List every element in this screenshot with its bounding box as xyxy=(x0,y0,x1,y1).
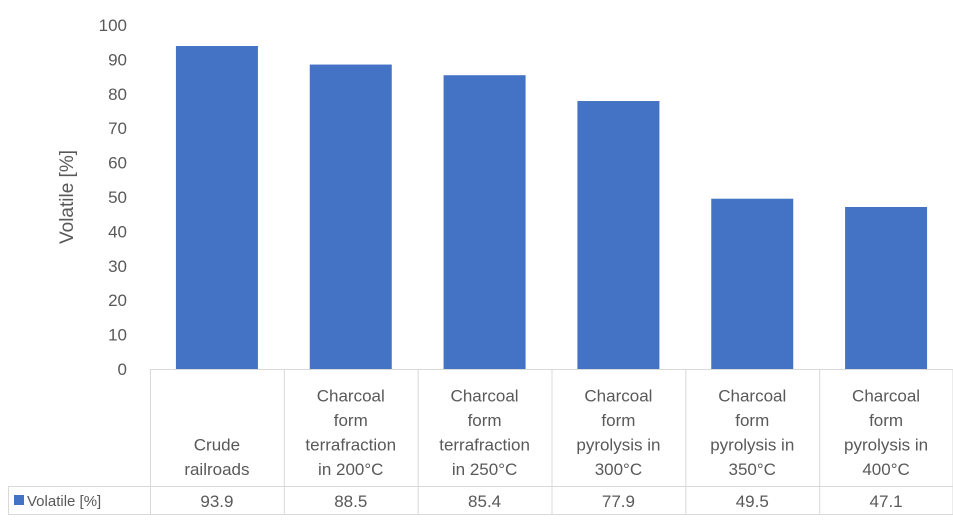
data-value-label: 88.5 xyxy=(334,492,367,511)
bar xyxy=(175,45,258,369)
y-tick-label: 50 xyxy=(108,188,127,207)
category-labels: Crude railroads Charcoal form terrafraction i… xyxy=(184,387,928,480)
category-label: railroads xyxy=(184,460,249,479)
category-label: form xyxy=(869,411,903,430)
bar xyxy=(845,206,928,369)
y-axis-ticks: 0 10 20 30 40 50 60 70 80 90 100 xyxy=(99,16,127,379)
data-value-label: 49.5 xyxy=(736,492,769,511)
data-value-label: 85.4 xyxy=(468,492,501,511)
y-tick-label: 100 xyxy=(99,16,127,35)
bar xyxy=(309,64,392,369)
category-label: in 200°C xyxy=(318,460,383,479)
y-tick-label: 80 xyxy=(108,85,127,104)
y-tick-label: 70 xyxy=(108,119,127,138)
data-value-label: 47.1 xyxy=(870,492,903,511)
category-label: Charcoal xyxy=(718,387,786,406)
y-tick-label: 0 xyxy=(118,360,127,379)
y-tick-label: 60 xyxy=(108,154,127,173)
category-label: Crude xyxy=(194,436,240,455)
category-label: Charcoal xyxy=(317,387,385,406)
category-label: form xyxy=(468,411,502,430)
data-value-label: 93.9 xyxy=(200,492,233,511)
bar xyxy=(711,198,794,369)
bar xyxy=(577,101,660,370)
category-label: pyrolysis in xyxy=(844,436,928,455)
y-axis-title: Volatile [%] xyxy=(57,150,78,244)
y-axis-title-group: Volatile [%] xyxy=(57,150,78,244)
category-label: 300°C xyxy=(595,460,642,479)
y-tick-label: 40 xyxy=(108,222,127,241)
category-label: form xyxy=(334,411,368,430)
data-table-legend-row: Volatile [%] xyxy=(14,493,101,510)
bar xyxy=(443,75,526,369)
category-label: terrafraction xyxy=(439,436,530,455)
category-label: in 250°C xyxy=(452,460,517,479)
category-label: 350°C xyxy=(729,460,776,479)
legend-label: Volatile [%] xyxy=(27,493,101,510)
y-tick-label: 20 xyxy=(108,291,127,310)
legend-swatch xyxy=(14,495,24,505)
category-label: pyrolysis in xyxy=(576,436,660,455)
category-label: Charcoal xyxy=(451,387,519,406)
category-label: 400°C xyxy=(862,460,909,479)
data-table-values: 93.9 88.5 85.4 77.9 49.5 47.1 xyxy=(200,492,902,511)
category-label: Charcoal xyxy=(584,387,652,406)
y-tick-label: 10 xyxy=(108,326,127,345)
category-label: form xyxy=(601,411,635,430)
y-tick-label: 30 xyxy=(108,257,127,276)
category-label: pyrolysis in xyxy=(710,436,794,455)
data-value-label: 77.9 xyxy=(602,492,635,511)
category-label: Charcoal xyxy=(852,387,920,406)
y-tick-label: 90 xyxy=(108,50,127,69)
category-label: form xyxy=(735,411,769,430)
category-label: terrafraction xyxy=(305,436,396,455)
bars xyxy=(175,45,928,370)
